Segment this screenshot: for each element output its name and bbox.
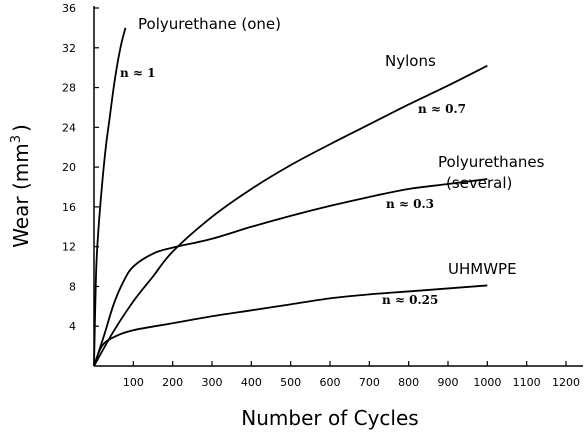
- series-line-polyurethanes-several: [93, 178, 488, 367]
- series-label-polyurethanes-several: Polyurethanes: [438, 153, 545, 171]
- series-label-polyurethanes-several: (several): [446, 174, 512, 192]
- ticks-group: 100 200 300 400 500 600 700 800 900 1000 1100 1200 4…: [62, 2, 580, 389]
- curves-group: [93, 27, 488, 367]
- y-tick-label: 4: [69, 320, 76, 333]
- series-labels-group: Polyurethane (one) n ≈ 1 Nylons n ≈ 0.7 Poly…: [120, 15, 545, 307]
- x-tick-label: 200: [162, 376, 183, 389]
- x-tick-label: 400: [241, 376, 262, 389]
- series-label-polyurethane-one: Polyurethane (one): [138, 15, 281, 33]
- y-axis-title: Wear (mm3): [9, 124, 33, 248]
- y-tick-label: 32: [62, 42, 76, 55]
- y-axis-title-main: Wear (mm: [9, 143, 33, 248]
- y-tick-label: 20: [62, 161, 76, 174]
- x-tick-label: 1100: [513, 376, 541, 389]
- exponent-label-nylons: n ≈ 0.7: [418, 102, 466, 116]
- y-tick-label: 24: [62, 121, 76, 134]
- series-line-nylons: [93, 64, 488, 367]
- x-tick-label: 900: [438, 376, 459, 389]
- exponent-label-polyurethanes-several: n ≈ 0.3: [386, 197, 434, 211]
- y-tick-label: 12: [62, 241, 76, 254]
- series-label-nylons: Nylons: [385, 52, 436, 70]
- x-tick-label: 800: [398, 376, 419, 389]
- y-axis-title-close: ): [9, 124, 33, 132]
- series-line-polyurethane-one: [93, 27, 127, 367]
- x-tick-label: 100: [123, 376, 144, 389]
- x-axis-title: Number of Cycles: [241, 406, 418, 430]
- y-tick-label: 36: [62, 2, 76, 15]
- x-tick-label: 600: [320, 376, 341, 389]
- y-tick-label: 28: [62, 82, 76, 95]
- y-tick-label: 16: [62, 201, 76, 214]
- y-axis-title-superscript: 3: [9, 135, 24, 143]
- series-line-uhmwpe: [93, 284, 488, 367]
- x-tick-label: 1000: [473, 376, 501, 389]
- exponent-label-polyurethane-one: n ≈ 1: [120, 66, 155, 80]
- exponent-label-uhmwpe: n ≈ 0.25: [382, 293, 438, 307]
- x-tick-label: 500: [280, 376, 301, 389]
- x-tick-label: 300: [202, 376, 223, 389]
- series-label-uhmwpe: UHMWPE: [448, 260, 517, 278]
- y-tick-label: 8: [69, 280, 76, 293]
- x-tick-label: 700: [359, 376, 380, 389]
- x-tick-label: 1200: [552, 376, 580, 389]
- y-axis-title-group: Wear (mm3): [9, 124, 33, 248]
